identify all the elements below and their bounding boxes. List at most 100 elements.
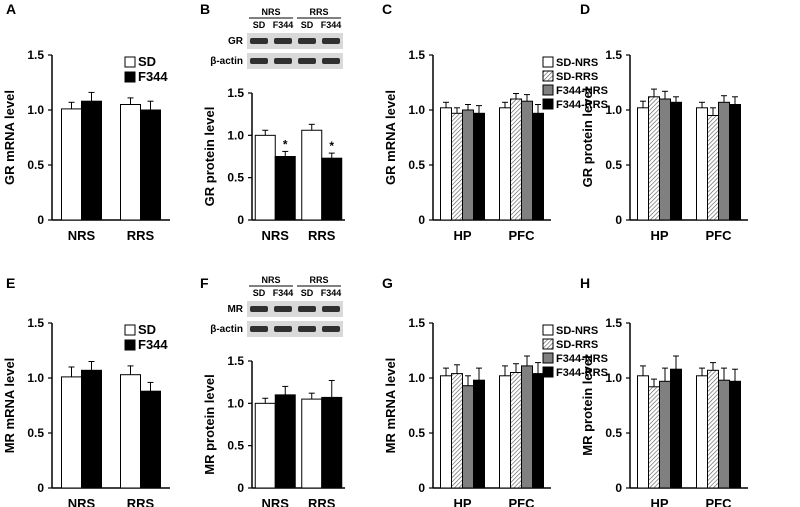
panel-e-letter: E bbox=[6, 275, 15, 291]
panel-h-bar bbox=[670, 368, 682, 489]
panel-c-legend-label: SD-NRS bbox=[556, 57, 598, 69]
panel-c-legend-label: F344-NRS bbox=[556, 85, 608, 97]
panel-g-y-tick-label: 1.5 bbox=[408, 316, 425, 330]
panel-a-letter: A bbox=[6, 1, 16, 17]
panel-f-bar bbox=[321, 396, 343, 489]
panel-f-blot-lane-label: F344 bbox=[321, 288, 342, 298]
panel-b-blot-band bbox=[298, 58, 316, 64]
panel-f-x-tick-label: NRS bbox=[262, 496, 290, 507]
panel-a-y-tick-label: 1.5 bbox=[27, 48, 44, 62]
panel-f-blot-band bbox=[274, 306, 292, 312]
panel-b-y-label: GR protein level bbox=[202, 107, 217, 207]
panel-a-y-tick-label: 0.5 bbox=[27, 158, 44, 172]
panel-c-bar bbox=[532, 112, 544, 221]
panel-f-bar bbox=[301, 398, 323, 489]
panel-d-bar bbox=[696, 107, 708, 221]
panel-g-bar bbox=[451, 373, 463, 489]
panel-c-bar bbox=[440, 107, 452, 221]
panel-g-y-label: MR mRNA level bbox=[383, 358, 398, 454]
panel-f-blot-band bbox=[250, 326, 268, 332]
panel-g-bar bbox=[473, 379, 485, 489]
panel-g-bar bbox=[462, 385, 474, 489]
panel-g-legend-label: F344-NRS bbox=[556, 353, 608, 365]
panel-g-x-tick-label: HP bbox=[453, 496, 471, 507]
panel-b-blot-lane-label: F344 bbox=[273, 20, 294, 30]
panel-c-letter: C bbox=[382, 1, 392, 17]
panel-b-blot-lane-label: SD bbox=[301, 20, 314, 30]
panel-b-x-tick-label: NRS bbox=[262, 228, 290, 243]
panel-f-y-tick-label: 1.0 bbox=[227, 396, 244, 410]
panel-c-legend-swatch bbox=[542, 70, 554, 82]
panel-f-y-tick-label: 0.5 bbox=[227, 439, 244, 453]
panel-d-y-tick-label: 1.5 bbox=[605, 48, 622, 62]
panel-e-y-label: MR mRNA level bbox=[2, 358, 17, 454]
panel-c-bar bbox=[451, 112, 463, 221]
panel-g-y-tick-label: 0 bbox=[418, 481, 425, 495]
panel-d-bar bbox=[637, 107, 649, 221]
panel-b-blot-lane-label: SD bbox=[253, 20, 266, 30]
panel-b-y-tick-label: 1.5 bbox=[227, 86, 244, 100]
panel-c-y-tick-label: 0 bbox=[418, 213, 425, 227]
panel-b-y-tick-label: 1.0 bbox=[227, 128, 244, 142]
panel-a-y-label: GR mRNA level bbox=[2, 90, 17, 185]
panel-f-bar bbox=[274, 394, 296, 489]
panel-f-blot-lane-label: F344 bbox=[273, 288, 294, 298]
panel-h-y-label: MR protein level bbox=[580, 355, 595, 455]
panel-f-y-tick-label: 0 bbox=[237, 481, 244, 495]
panel-f-blot-group-label: RRS bbox=[309, 275, 328, 285]
panel-e-legend-label: SD bbox=[138, 322, 156, 337]
panel-b-blot-membrane bbox=[247, 53, 343, 69]
panel-a-legend-swatch bbox=[124, 56, 136, 68]
panel-e-bar bbox=[120, 374, 141, 489]
panel-f-y-label: MR protein level bbox=[202, 374, 217, 474]
panel-f-blot-lane-label: SD bbox=[253, 288, 266, 298]
panel-b-y-tick-label: 0.5 bbox=[227, 171, 244, 185]
panel-c-y-tick-label: 1.0 bbox=[408, 103, 425, 117]
panel-b-blot-group-label: NRS bbox=[261, 7, 280, 17]
panel-b-blot-band bbox=[322, 58, 340, 64]
panel-d-bar bbox=[670, 101, 682, 221]
panel-b-y-tick-label: 0 bbox=[237, 213, 244, 227]
panel-b-significance-star: * bbox=[329, 139, 334, 153]
panel-c-bar bbox=[473, 112, 485, 221]
panel-f-x-tick-label: RRS bbox=[308, 496, 336, 507]
panel-a-x-tick-label: RRS bbox=[127, 228, 155, 243]
panel-a-y-tick-label: 1.0 bbox=[27, 103, 44, 117]
panel-h-bar bbox=[707, 369, 719, 489]
panel-d-bar bbox=[659, 98, 671, 221]
panel-h-bar bbox=[718, 379, 730, 489]
panel-b-x-tick-label: RRS bbox=[308, 228, 336, 243]
panel-b-blot-lane-label: F344 bbox=[321, 20, 342, 30]
panel-c-legend-label: F344-RRS bbox=[556, 99, 608, 111]
panel-e-y-tick-label: 0 bbox=[37, 481, 44, 495]
panel-c-legend-swatch bbox=[542, 84, 554, 96]
panel-a-legend-label: F344 bbox=[138, 69, 168, 84]
panel-c-bar bbox=[510, 98, 522, 221]
panel-h-letter: H bbox=[580, 275, 590, 291]
panel-d-y-tick-label: 0 bbox=[615, 213, 622, 227]
panel-a-y-tick-label: 0 bbox=[37, 213, 44, 227]
panel-b-blot-band bbox=[298, 38, 316, 44]
panel-e-y-tick-label: 1.0 bbox=[27, 371, 44, 385]
panel-b-blot-band bbox=[250, 38, 268, 44]
panel-g-bar bbox=[440, 375, 452, 489]
panel-d-y-tick-label: 0.5 bbox=[605, 158, 622, 172]
panel-c-legend-label: SD-RRS bbox=[556, 71, 598, 83]
panel-h-y-tick-label: 0.5 bbox=[605, 426, 622, 440]
panel-f-blot-band bbox=[322, 306, 340, 312]
panel-h-bar bbox=[637, 375, 649, 489]
panel-e-x-tick-label: RRS bbox=[127, 496, 155, 507]
panel-c-bar bbox=[521, 100, 533, 221]
panel-b-blot-band bbox=[322, 38, 340, 44]
panel-f-blot-band bbox=[322, 326, 340, 332]
panel-d-x-tick-label: HP bbox=[650, 228, 668, 243]
panel-a-bar bbox=[61, 108, 82, 221]
panel-b-letter: B bbox=[200, 1, 210, 17]
panel-e-legend-swatch bbox=[124, 339, 136, 351]
panel-d-letter: D bbox=[580, 1, 590, 17]
panel-d-x-tick-label: PFC bbox=[706, 228, 733, 243]
panel-f-blot-band bbox=[250, 306, 268, 312]
panel-e-legend-swatch bbox=[124, 324, 136, 336]
panel-g-bar bbox=[510, 372, 522, 489]
